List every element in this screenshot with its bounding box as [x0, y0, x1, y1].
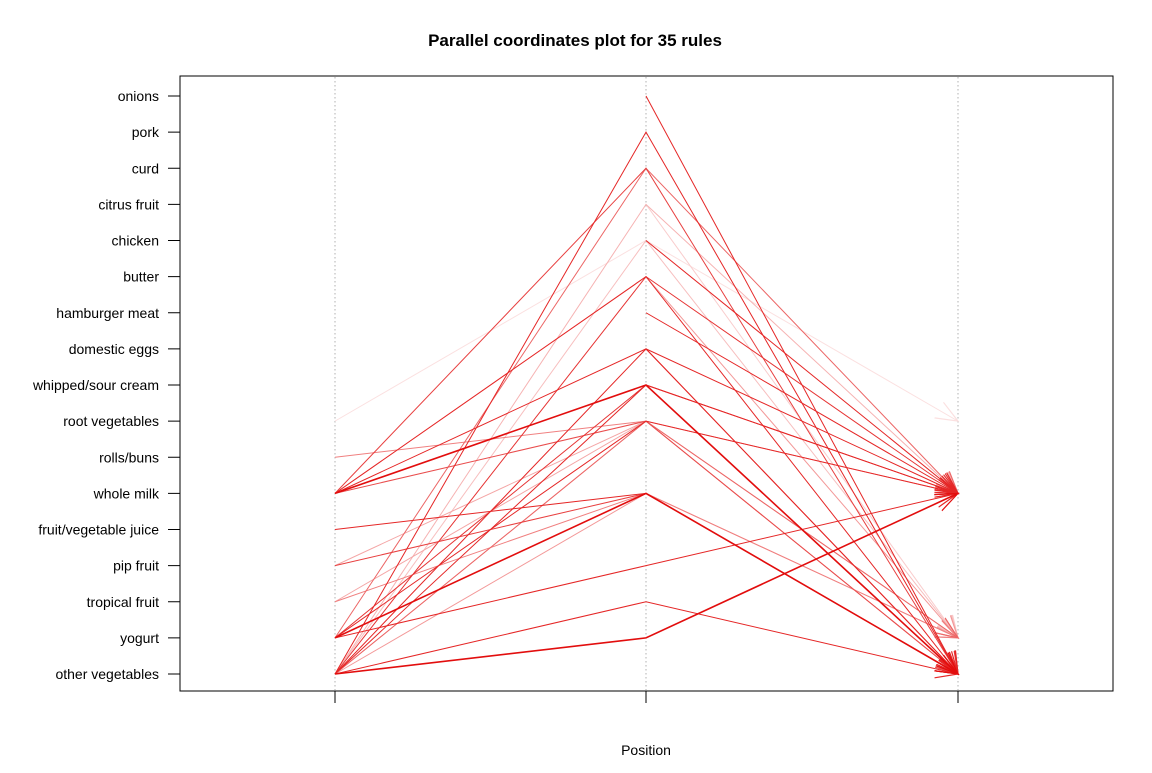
y-tick-label: citrus fruit: [98, 196, 159, 212]
y-tick-label: domestic eggs: [69, 341, 159, 357]
y-tick-label: pork: [132, 124, 160, 140]
y-tick-label: other vegetables: [55, 666, 159, 682]
rule-line: [334, 167, 958, 639]
rule-line: [334, 420, 958, 674]
rule-line: [334, 492, 958, 675]
rule-line: [645, 95, 958, 674]
y-tick-label: yogurt: [120, 630, 159, 646]
y-tick-label: fruit/vegetable juice: [38, 522, 159, 538]
y-tick-label: tropical fruit: [87, 594, 159, 610]
rule-line: [334, 131, 958, 674]
y-tick-label: chicken: [112, 233, 159, 249]
x-axis-label: Position: [621, 742, 671, 758]
rule-line: [334, 601, 958, 674]
rule-line: [645, 240, 958, 494]
y-tick-label: whole milk: [93, 485, 160, 501]
rule-line: [334, 492, 958, 674]
y-tick-label: butter: [123, 269, 159, 285]
rule-line: [334, 492, 958, 674]
y-tick-label: curd: [132, 160, 159, 176]
rule-line: [334, 420, 958, 639]
chart-title: Parallel coordinates plot for 35 rules: [428, 31, 722, 50]
y-tick-label: rolls/buns: [99, 449, 159, 465]
rule-lines: [334, 95, 958, 675]
y-axis: onions pork curd citrus fruit chicken butter h…: [32, 88, 180, 682]
y-tick-label: hamburger meat: [56, 305, 159, 321]
rule-line: [334, 167, 958, 674]
y-tick-label: pip fruit: [113, 558, 159, 574]
rule-line: [645, 312, 958, 494]
y-tick-label: whipped/sour cream: [32, 377, 159, 393]
rule-line: [334, 492, 958, 674]
y-tick-label: root vegetables: [63, 413, 159, 429]
rule-line: [334, 492, 958, 675]
x-axis: [334, 691, 959, 703]
y-tick-label: onions: [118, 88, 159, 104]
rule-line: [334, 493, 958, 639]
rule-line: [334, 384, 958, 674]
